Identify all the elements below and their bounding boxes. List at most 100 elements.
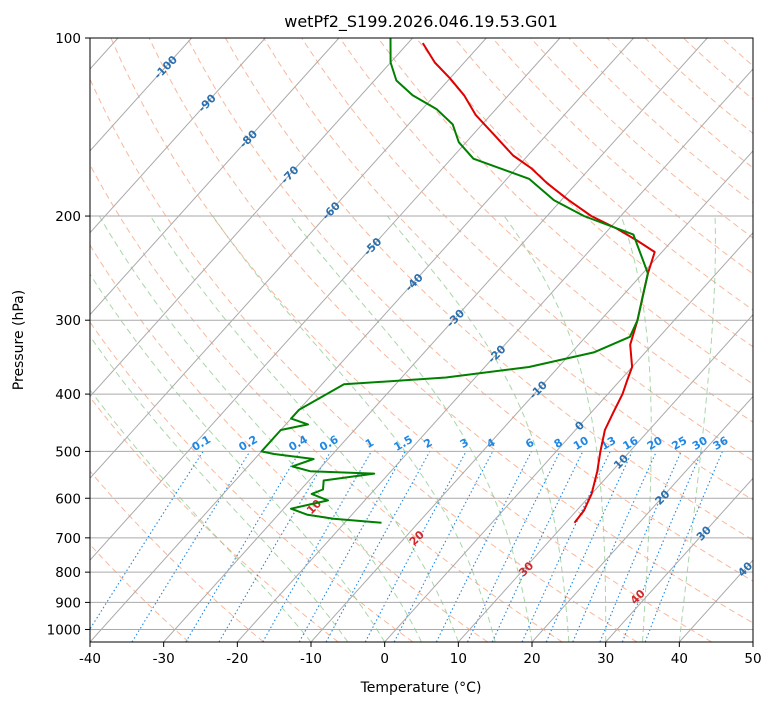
plot-frame [89, 37, 754, 643]
isotherm-line [605, 477, 753, 642]
moist-adiabat-line [503, 215, 607, 642]
isotherm-line [163, 38, 708, 642]
isotherm-line [90, 38, 266, 234]
dry-adiabat-line [90, 396, 339, 642]
dry-adiabat-line [90, 470, 264, 642]
dry-adiabat-line [644, 38, 753, 135]
pressure-gridlines [90, 38, 753, 630]
mixing-ratio-line [572, 451, 657, 642]
dry-adiabat-line [453, 38, 753, 311]
dry-adiabat-line [90, 543, 190, 642]
moist-adiabat-line [678, 215, 716, 642]
dry-adiabat-line [263, 38, 753, 501]
mixing-ratio-line [185, 451, 301, 642]
x-tick-label: -30 [153, 651, 175, 667]
dry-adiabat-label: 20 [407, 528, 427, 548]
moist-adiabat-line [90, 389, 312, 642]
mixing-ratio-line [298, 451, 406, 642]
x-tick-label: 30 [597, 651, 614, 667]
mixing-ratio-label: 1.5 [392, 433, 415, 454]
dry-adiabat-label: 30 [516, 559, 536, 579]
x-tick-label: 10 [450, 651, 467, 667]
moist-adiabat-line [90, 273, 386, 642]
x-tick-label: 20 [523, 651, 540, 667]
dry-adiabat-line [110, 38, 712, 642]
isotherm-line [678, 559, 753, 642]
temperature-trace [421, 42, 656, 524]
isotherm-line [310, 150, 753, 642]
moist-adiabat-line [90, 335, 349, 642]
x-tick-label: -10 [300, 651, 322, 667]
moist-adiabat-line [212, 215, 496, 642]
x-axis-ticks: -40 -30 -20 -10 0 10 20 30 40 50 [79, 642, 762, 667]
moist-adiabat-line [386, 215, 570, 642]
mixing-ratio-label: 30 [690, 434, 710, 453]
y-axis-ticks: 100 200 300 400 500 600 700 800 900 1000 [47, 31, 90, 638]
mixing-ratio-line [467, 451, 561, 642]
y-tick-label: 100 [55, 31, 81, 47]
x-axis-label: Temperature (°C) [360, 680, 482, 696]
y-tick-label: 1000 [47, 622, 81, 638]
mixing-ratio-line [262, 451, 372, 642]
dry-adiabat-line [90, 321, 414, 642]
isotherm-line [236, 68, 753, 642]
mixing-ratio-label: 0.1 [190, 433, 213, 454]
dry-adiabat-line [721, 38, 753, 67]
moist-adiabat-line [620, 215, 652, 642]
mixing-ratio-line [393, 451, 494, 642]
x-tick-label: 50 [744, 651, 761, 667]
plot-area: 0.1 0.2 0.4 0.6 1 1.5 2 3 4 6 8 10 13 16 20 25 30 36 -100… [90, 38, 775, 642]
dry-adiabat-line [530, 38, 753, 239]
y-tick-label: 200 [55, 209, 81, 225]
isotherm-line [384, 231, 753, 642]
mixing-ratio-line [131, 451, 251, 642]
mixing-ratio-label: 4 [484, 436, 497, 451]
mixing-ratio-label: 3 [458, 436, 471, 451]
mixing-ratio-line [435, 451, 532, 642]
isotherm-line [90, 38, 561, 561]
dry-adiabat-line [90, 244, 488, 642]
isotherm-line [90, 38, 487, 480]
dry-adiabat-line [377, 38, 753, 385]
chart-title: wetPf2_S199.2026.046.19.53.G01 [284, 12, 558, 32]
mixing-ratio-line [599, 451, 682, 642]
x-tick-label: 0 [380, 651, 389, 667]
mixing-ratio-label: 25 [670, 434, 690, 453]
y-tick-label: 700 [55, 531, 81, 547]
mixing-ratio-line [491, 451, 584, 642]
mixing-ratio-line [644, 451, 723, 642]
y-tick-label: 800 [55, 565, 81, 581]
mixing-ratio-label: 2 [422, 436, 435, 451]
dry-adiabat-line [760, 38, 775, 642]
mixing-ratio-line [90, 451, 204, 631]
isotherm-line [90, 38, 340, 316]
y-tick-label: 900 [55, 595, 81, 611]
y-axis-label: Pressure (hPa) [11, 290, 27, 390]
isotherm-line [90, 38, 413, 398]
dewpoint-trace [260, 38, 649, 524]
mixing-ratio-label: 36 [711, 434, 731, 453]
isotherm-line [457, 313, 753, 642]
mixing-ratio-labels: 0.1 0.2 0.4 0.6 1 1.5 2 3 4 6 8 10 13 16 20 25 30 36 [190, 433, 731, 454]
background-lines [90, 38, 775, 642]
mixing-ratio-label: 0.6 [317, 433, 341, 454]
moist-adiabat-line [150, 215, 459, 642]
x-tick-label: 40 [671, 651, 688, 667]
isotherm-label: -100 [151, 53, 180, 82]
mixing-ratio-line [621, 451, 703, 642]
y-tick-label: 400 [55, 387, 81, 403]
y-tick-label: 500 [55, 444, 81, 460]
x-tick-label: -40 [79, 651, 101, 667]
mixing-ratio-line [325, 451, 431, 642]
mixing-ratio-label: 16 [621, 434, 641, 453]
dry-adiabat-line [148, 38, 753, 624]
moist-adiabat-line [98, 215, 422, 642]
dry-adiabat-line [415, 38, 753, 348]
isotherm-line [531, 395, 753, 642]
mixing-ratio-label: 20 [645, 434, 665, 453]
dry-adiabat-label: 40 [628, 587, 648, 607]
dry-adiabat-line [90, 163, 563, 642]
mixing-ratio-label: 0.4 [286, 433, 310, 454]
